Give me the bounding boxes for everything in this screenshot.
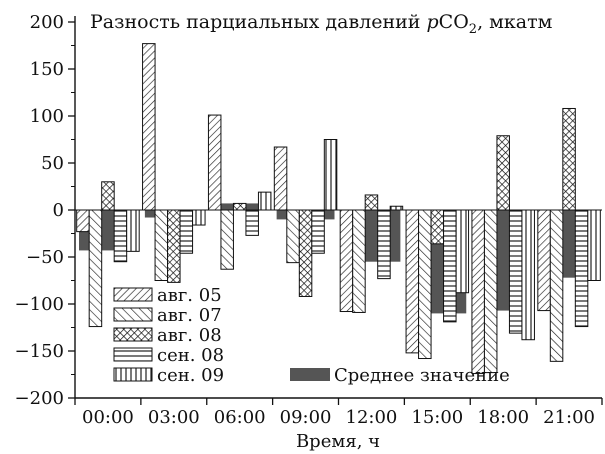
y-tick-label: −150	[15, 341, 64, 362]
bar	[339, 209, 354, 313]
x-tick-label: 18:00	[477, 407, 529, 428]
legend-label: авг. 05	[157, 285, 222, 306]
y-tick-label: −200	[15, 388, 64, 409]
bar	[207, 114, 222, 211]
bar	[496, 135, 510, 211]
legend-label: сен. 08	[157, 345, 224, 366]
bar	[418, 209, 432, 360]
y-tick-label: 200	[30, 12, 64, 33]
bar	[142, 43, 156, 211]
bar	[455, 209, 470, 294]
legend-label: авг. 08	[157, 325, 222, 346]
bar	[232, 202, 247, 211]
legend-swatch	[290, 368, 330, 381]
x-tick-label: 00:00	[82, 407, 134, 428]
bar	[179, 209, 194, 254]
bar	[443, 209, 457, 323]
legend-swatch	[113, 287, 153, 302]
legend-label: авг. 07	[157, 305, 222, 326]
bar	[167, 209, 181, 283]
legend-swatch	[113, 367, 153, 382]
bar	[389, 205, 404, 211]
legend-label: Среднее значение	[334, 365, 510, 386]
legend-swatch	[113, 327, 153, 342]
axes: 200 150 100 50 0 −50 −100 −150 −200 00:00 03:00 06:…	[15, 12, 603, 428]
y-tick-label: 0	[53, 200, 64, 221]
bar	[430, 209, 445, 245]
bar	[126, 209, 140, 252]
bar	[286, 209, 300, 264]
bar	[574, 209, 589, 328]
x-tick-label: 03:00	[148, 407, 200, 428]
y-tick-label: 150	[30, 59, 64, 80]
bar	[471, 209, 485, 375]
bar	[88, 209, 103, 328]
bar	[257, 191, 272, 211]
bar	[521, 209, 535, 341]
bar	[298, 209, 313, 297]
x-tick-label: 21:00	[543, 407, 595, 428]
legend-label: сен. 09	[157, 365, 224, 386]
bar	[587, 209, 601, 281]
bar	[352, 209, 366, 313]
legend-swatch	[113, 347, 153, 362]
bar	[549, 209, 564, 362]
bar	[154, 209, 169, 281]
series-bars	[76, 43, 601, 375]
bar	[377, 209, 391, 280]
bar	[245, 209, 259, 236]
bar	[113, 209, 128, 263]
y-tick-label: −50	[26, 247, 64, 268]
bar	[273, 146, 288, 211]
chart-title: Разность парциальных давлений pCO2, мкат…	[90, 11, 553, 37]
y-tick-label: 50	[41, 153, 64, 174]
bar	[76, 209, 90, 233]
bar	[101, 181, 115, 211]
bar	[220, 209, 234, 270]
x-tick-label: 06:00	[214, 407, 266, 428]
bar	[562, 107, 576, 211]
x-tick-label: 09:00	[280, 407, 332, 428]
x-axis-title: Время, ч	[296, 431, 380, 452]
bar	[364, 194, 379, 211]
bar	[311, 209, 325, 254]
bar	[483, 209, 498, 374]
bar	[508, 209, 523, 334]
bar	[537, 209, 551, 312]
y-tick-label: 100	[30, 106, 64, 127]
x-tick-label: 15:00	[411, 407, 463, 428]
y-tick-label: −100	[15, 294, 64, 315]
bar	[323, 139, 338, 211]
bar	[192, 209, 206, 226]
legend-swatch	[113, 307, 153, 322]
x-tick-label: 12:00	[346, 407, 398, 428]
bar	[405, 209, 420, 354]
